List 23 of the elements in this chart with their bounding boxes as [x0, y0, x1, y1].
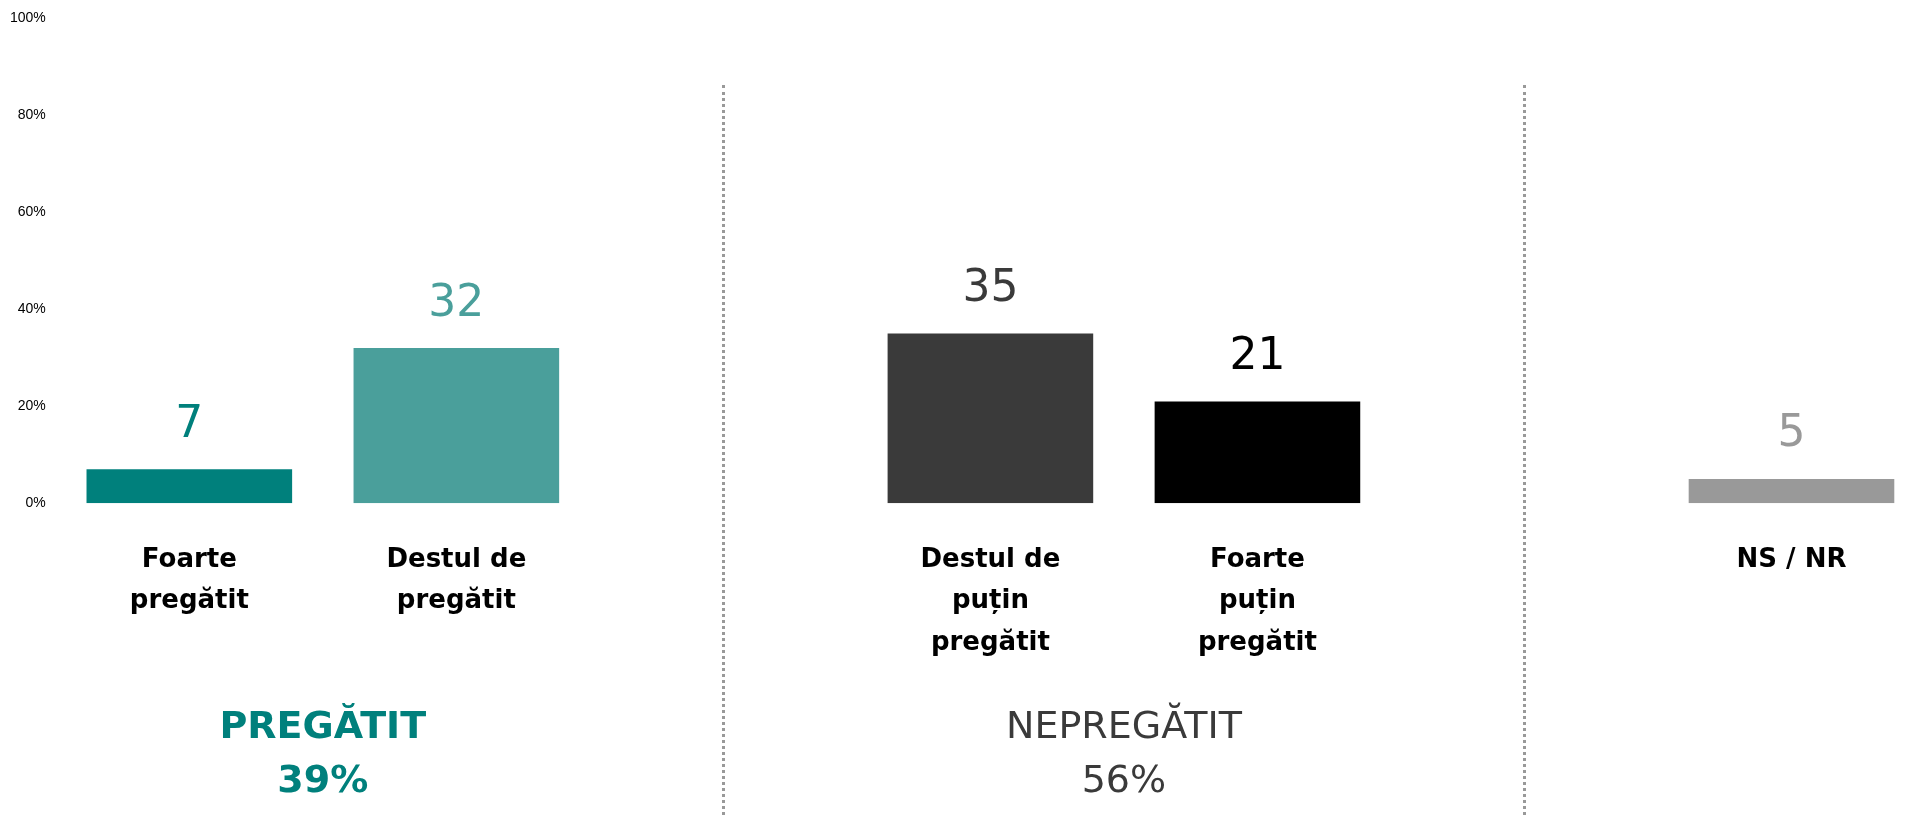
data-label: 21: [1229, 327, 1286, 379]
y-tick-label: 40%: [17, 300, 46, 317]
data-label: 7: [175, 395, 204, 447]
bar: [1688, 478, 1895, 504]
x-tick-label: Foarte pregătit: [129, 542, 249, 615]
x-tick-label: NS / NR: [1736, 542, 1847, 573]
x-tick-label: Destul de puțin pregătit: [920, 542, 1061, 656]
bar: [353, 348, 560, 504]
x-tick-label: Foarte puțin pregătit: [1197, 542, 1317, 656]
y-tick-label: 60%: [17, 203, 46, 220]
y-tick-label: 0%: [25, 494, 46, 511]
text: PREGĂTIT 39%: [218, 702, 428, 803]
bar: [1154, 401, 1361, 504]
data-label: 5: [1777, 405, 1806, 457]
text: NEPREGĂTIT 56%: [1004, 701, 1243, 803]
bar: [86, 469, 293, 504]
y-tick-label: 80%: [17, 106, 46, 123]
x-tick-label: Destul de pregătit: [386, 542, 527, 615]
y-tick-label: 100%: [9, 9, 46, 26]
data-label: 35: [962, 259, 1019, 311]
y-tick-label: 20%: [17, 397, 46, 414]
bar: [887, 333, 1094, 504]
data-label: 32: [428, 274, 485, 326]
